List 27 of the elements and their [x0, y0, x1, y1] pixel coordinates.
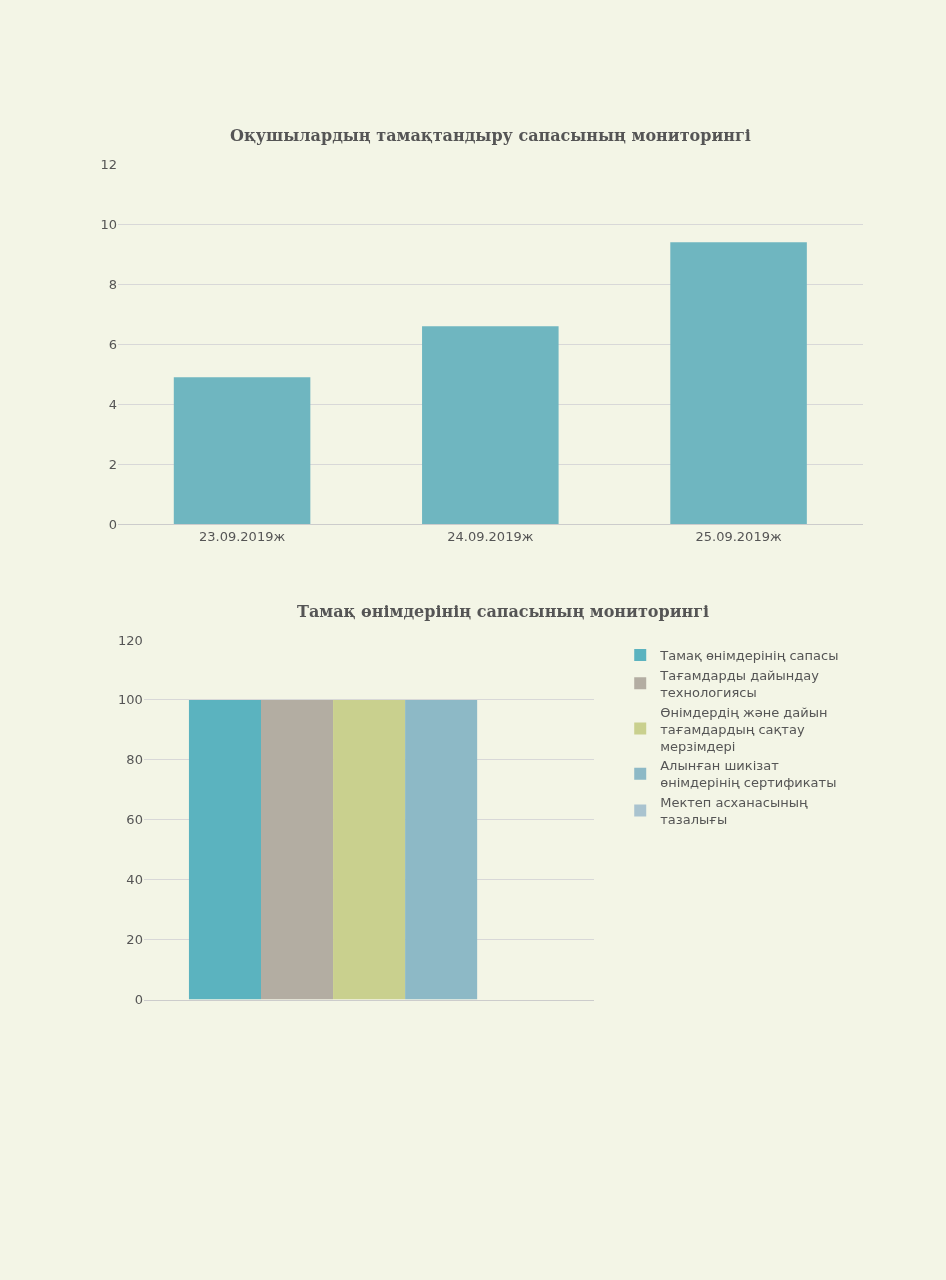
legend-label: Өнімдердің және дайын тағамдардың сақтау мерзімдері	[660, 704, 828, 754]
y-tick-label: 0	[108, 516, 117, 532]
y-tick-label: 6	[108, 336, 117, 352]
y-tick-label: 100	[118, 692, 143, 708]
y-tick-label: 2	[108, 456, 117, 472]
y-tick-label: 10	[100, 216, 117, 232]
bar	[173, 377, 311, 524]
y-tick-label: 60	[126, 812, 143, 828]
y-tick-label: 0	[134, 992, 143, 1008]
y-tick-label: 12	[100, 156, 117, 172]
legend-label: Алынған шикізат өнімдерінің сертификаты	[660, 758, 837, 791]
chart-title: Оқушылардың тамақтандыру сапасының мониторингі	[230, 126, 751, 145]
bar	[422, 326, 559, 524]
y-tick-label: 8	[108, 276, 117, 292]
legend-label: Тамақ өнімдерінің сапасы	[659, 648, 839, 664]
y-tick-label: 4	[108, 396, 117, 412]
chart-title: Тамақ өнімдерінің сапасының мониторингі	[297, 602, 710, 621]
bar	[670, 242, 807, 524]
x-tick-label: 24.09.2019ж	[447, 528, 534, 544]
y-tick-label: 20	[126, 932, 143, 948]
y-tick-label: 120	[118, 632, 143, 648]
y-tick-label: 40	[126, 872, 143, 888]
y-tick-label: 80	[126, 752, 143, 768]
legend-label: Тағамдарды дайындау технологиясы	[659, 667, 820, 700]
x-tick-label: 23.09.2019ж	[198, 528, 286, 544]
x-tick-label: 25.09.2019ж	[695, 528, 782, 544]
legend-label: Мектеп асханасының тазалығы	[660, 795, 808, 828]
